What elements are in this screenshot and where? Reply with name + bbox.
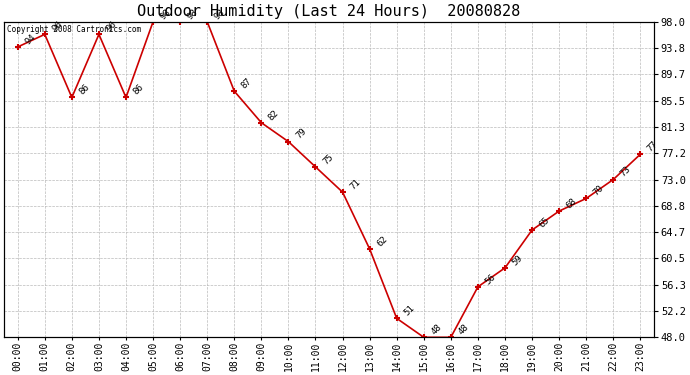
Text: 96: 96	[104, 20, 119, 34]
Text: 98: 98	[159, 7, 172, 21]
Text: 75: 75	[321, 152, 335, 166]
Title: Outdoor Humidity (Last 24 Hours)  20080828: Outdoor Humidity (Last 24 Hours) 2008082…	[137, 4, 521, 19]
Text: 79: 79	[294, 127, 308, 141]
Text: 87: 87	[240, 76, 254, 90]
Text: 86: 86	[132, 83, 146, 97]
Text: 65: 65	[538, 215, 551, 229]
Text: 98: 98	[186, 7, 199, 21]
Text: 68: 68	[564, 196, 579, 210]
Text: 62: 62	[375, 234, 389, 248]
Text: 48: 48	[456, 322, 471, 336]
Text: 51: 51	[402, 304, 416, 318]
Text: 56: 56	[484, 272, 497, 286]
Text: 77: 77	[646, 140, 660, 153]
Text: 73: 73	[619, 165, 633, 179]
Text: 71: 71	[348, 177, 362, 191]
Text: 98: 98	[213, 7, 227, 21]
Text: 94: 94	[23, 32, 37, 46]
Text: Copyright 2008 Cartronics.com: Copyright 2008 Cartronics.com	[8, 25, 141, 34]
Text: 82: 82	[267, 108, 281, 122]
Text: 96: 96	[50, 20, 64, 34]
Text: 59: 59	[511, 253, 524, 267]
Text: 48: 48	[429, 322, 443, 336]
Text: 86: 86	[77, 83, 91, 97]
Text: 70: 70	[592, 184, 606, 198]
